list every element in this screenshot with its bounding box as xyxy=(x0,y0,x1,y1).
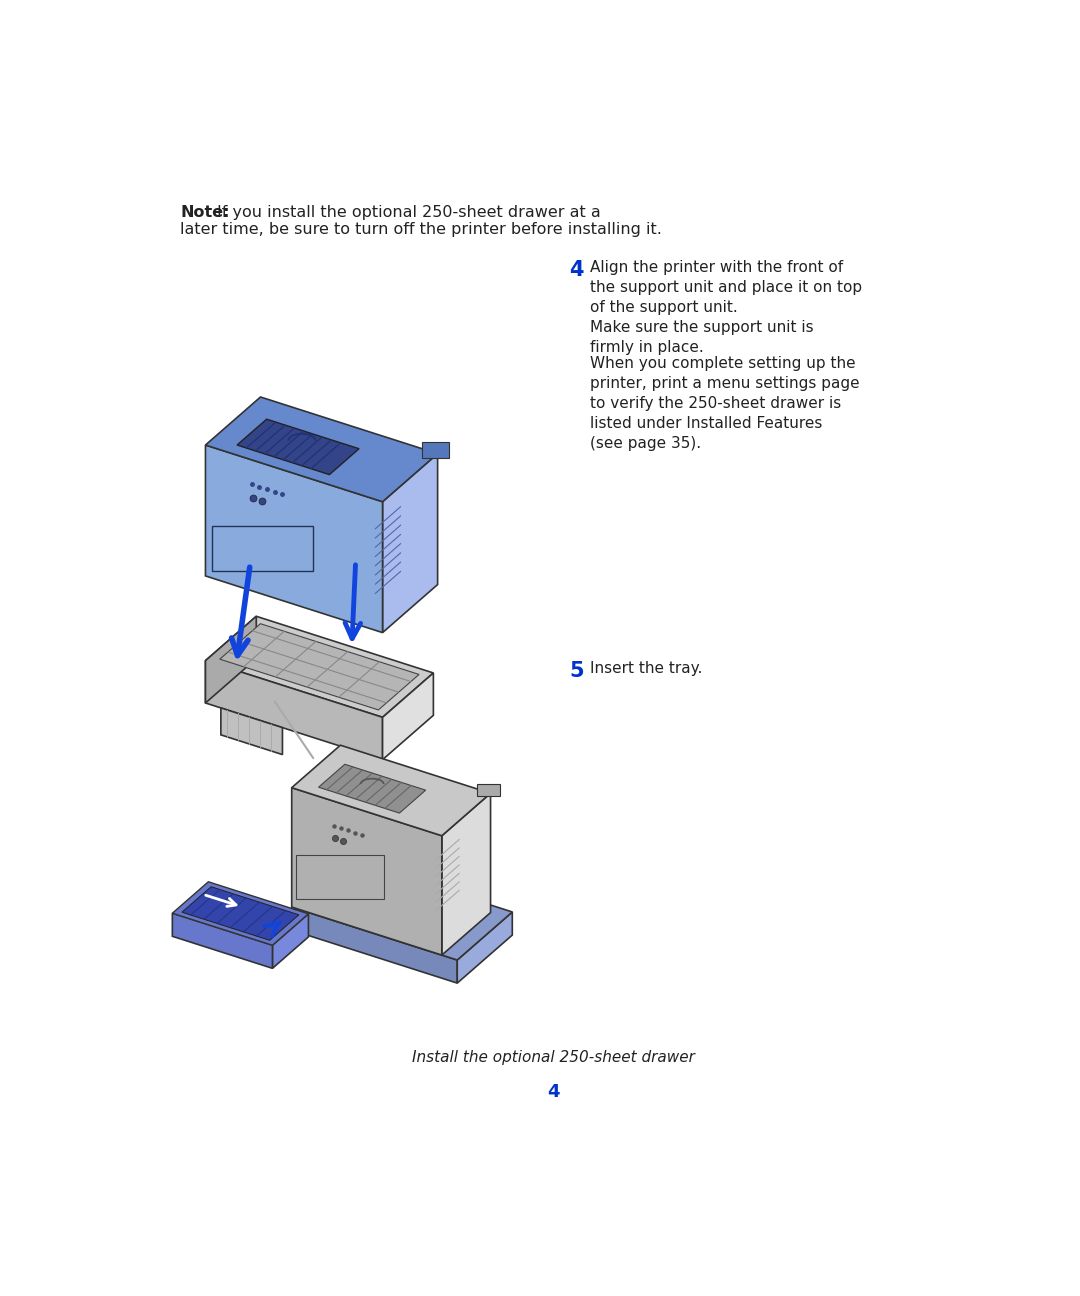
Polygon shape xyxy=(476,784,500,796)
Polygon shape xyxy=(212,526,313,572)
Text: Make sure the support unit is
firmly in place.: Make sure the support unit is firmly in … xyxy=(591,320,814,355)
Text: later time, be sure to turn off the printer before installing it.: later time, be sure to turn off the prin… xyxy=(180,222,662,237)
Polygon shape xyxy=(422,442,449,457)
Text: 5: 5 xyxy=(569,661,583,680)
Polygon shape xyxy=(292,907,457,984)
Text: Install the optional 250-sheet drawer: Install the optional 250-sheet drawer xyxy=(413,1050,694,1065)
Text: Align the printer with the front of
the support unit and place it on top
of the : Align the printer with the front of the … xyxy=(591,260,863,315)
Text: 4: 4 xyxy=(569,260,583,280)
Polygon shape xyxy=(205,397,437,502)
Polygon shape xyxy=(457,912,512,984)
Text: 4: 4 xyxy=(548,1083,559,1102)
Polygon shape xyxy=(296,855,384,899)
Polygon shape xyxy=(205,617,256,702)
Polygon shape xyxy=(237,419,359,474)
Polygon shape xyxy=(272,914,309,968)
Polygon shape xyxy=(382,673,433,759)
Text: When you complete setting up the
printer, print a menu settings page
to verify t: When you complete setting up the printer… xyxy=(591,356,860,451)
Text: Note:: Note: xyxy=(180,205,230,220)
Polygon shape xyxy=(205,617,433,717)
Text: Insert the tray.: Insert the tray. xyxy=(591,661,703,675)
Polygon shape xyxy=(292,883,512,984)
Polygon shape xyxy=(220,708,283,754)
Polygon shape xyxy=(442,793,490,955)
Polygon shape xyxy=(181,886,299,941)
Polygon shape xyxy=(292,745,490,836)
Polygon shape xyxy=(382,454,437,632)
Polygon shape xyxy=(205,661,382,759)
Polygon shape xyxy=(205,445,382,632)
Polygon shape xyxy=(173,881,309,945)
Polygon shape xyxy=(292,859,512,960)
Polygon shape xyxy=(319,765,426,813)
Polygon shape xyxy=(220,623,419,710)
Text: If you install the optional 250-sheet drawer at a: If you install the optional 250-sheet dr… xyxy=(217,205,600,220)
Polygon shape xyxy=(173,914,272,968)
Polygon shape xyxy=(292,788,442,955)
